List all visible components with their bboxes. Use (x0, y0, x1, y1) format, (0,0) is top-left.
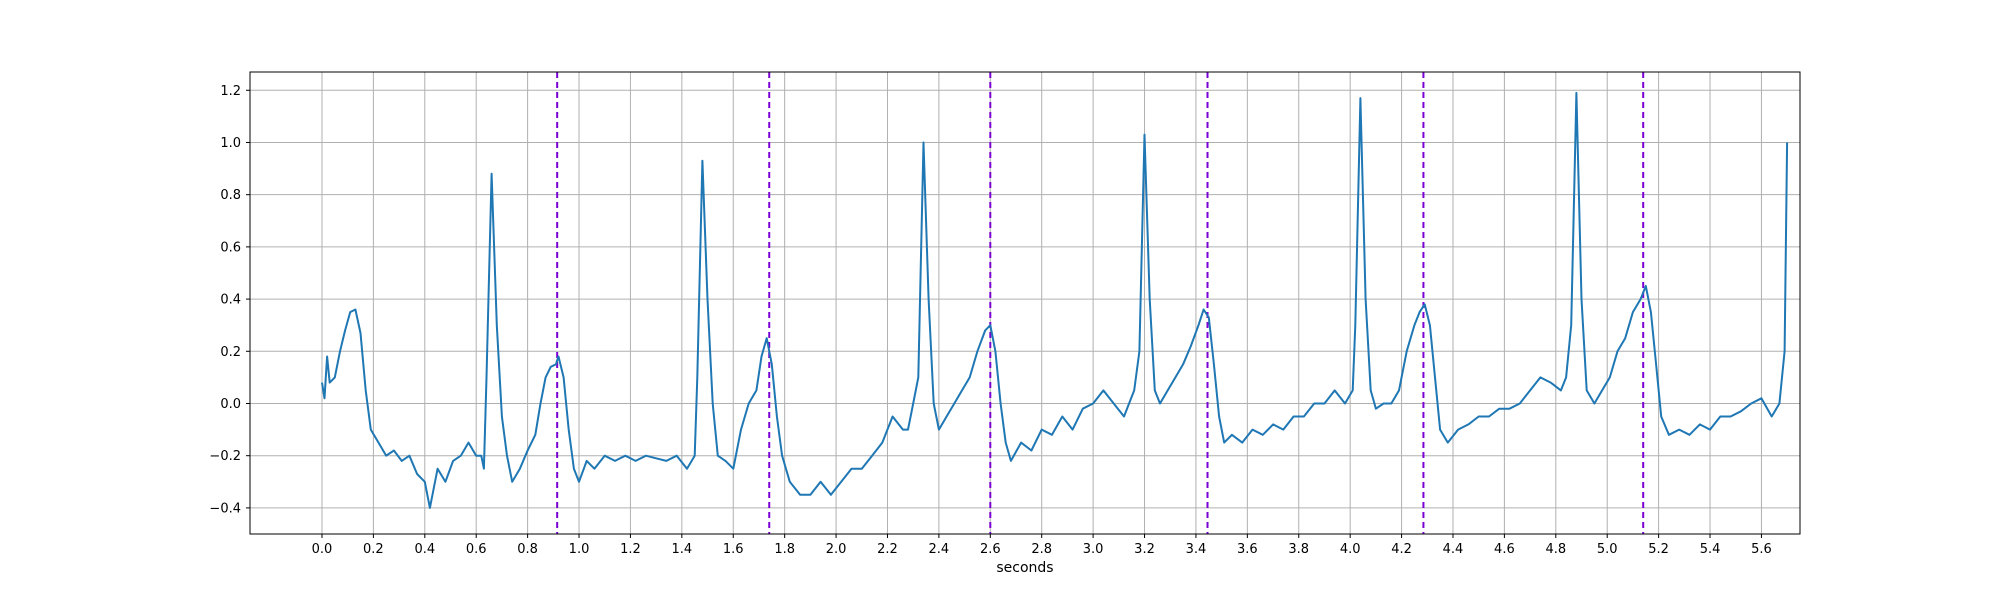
y-axis-ticks: −0.4 −0.2 0.0 0.2 0.4 0.6 0.8 1.0 1.2 (209, 84, 250, 516)
x-tick-label: 2.2 (877, 542, 898, 557)
y-tick-label: 0.6 (220, 240, 241, 255)
y-tick-label: 0.0 (220, 397, 241, 412)
series (321, 91, 1789, 509)
x-axis-label: seconds (996, 560, 1053, 576)
y-tick-label: 0.2 (220, 345, 241, 360)
plot-frame (249, 71, 1801, 535)
x-tick-label: 5.6 (1751, 542, 1772, 557)
x-tick-label: 4.2 (1391, 542, 1412, 557)
event-markers (556, 72, 1645, 534)
y-tick-label: −0.4 (209, 501, 241, 516)
x-tick-label: 2.8 (1031, 542, 1052, 557)
y-tick-label: −0.2 (209, 449, 241, 464)
x-tick-label: 0.0 (312, 542, 333, 557)
y-tick-label: 0.8 (220, 188, 241, 203)
x-tick-label: 3.8 (1288, 542, 1309, 557)
x-tick-label: 0.6 (466, 542, 487, 557)
x-tick-label: 0.8 (517, 542, 538, 557)
x-tick-label: 4.0 (1340, 542, 1361, 557)
x-tick-label: 4.6 (1494, 542, 1515, 557)
x-tick-label: 5.4 (1700, 542, 1721, 557)
x-tick-label: 3.0 (1083, 542, 1104, 557)
x-tick-label: 2.6 (980, 542, 1001, 557)
x-tick-label: 3.4 (1186, 542, 1207, 557)
x-tick-label: 5.0 (1597, 542, 1618, 557)
x-tick-label: 0.2 (363, 542, 384, 557)
x-tick-label: 4.4 (1443, 542, 1464, 557)
x-tick-label: 1.4 (671, 542, 692, 557)
x-tick-label: 2.0 (826, 542, 847, 557)
x-tick-label: 0.4 (414, 542, 435, 557)
x-tick-label: 3.6 (1237, 542, 1258, 557)
x-tick-label: 1.2 (620, 542, 641, 557)
x-tick-label: 4.8 (1545, 542, 1566, 557)
y-tick-label: 1.2 (220, 84, 241, 99)
x-tick-label: 2.4 (929, 542, 950, 557)
x-tick-label: 5.2 (1648, 542, 1669, 557)
x-tick-label: 3.2 (1134, 542, 1155, 557)
y-tick-label: 0.4 (220, 293, 241, 308)
x-tick-label: 1.6 (723, 542, 744, 557)
x-tick-label: 1.0 (569, 542, 590, 557)
series-line (321, 91, 1789, 509)
y-tick-label: 1.0 (220, 136, 241, 151)
x-axis-ticks: 0.0 0.2 0.4 0.6 0.8 1.0 1.2 1.4 1.6 1.8 2.0 2.2 2.4 2… (312, 534, 1772, 557)
x-tick-label: 1.8 (774, 542, 795, 557)
